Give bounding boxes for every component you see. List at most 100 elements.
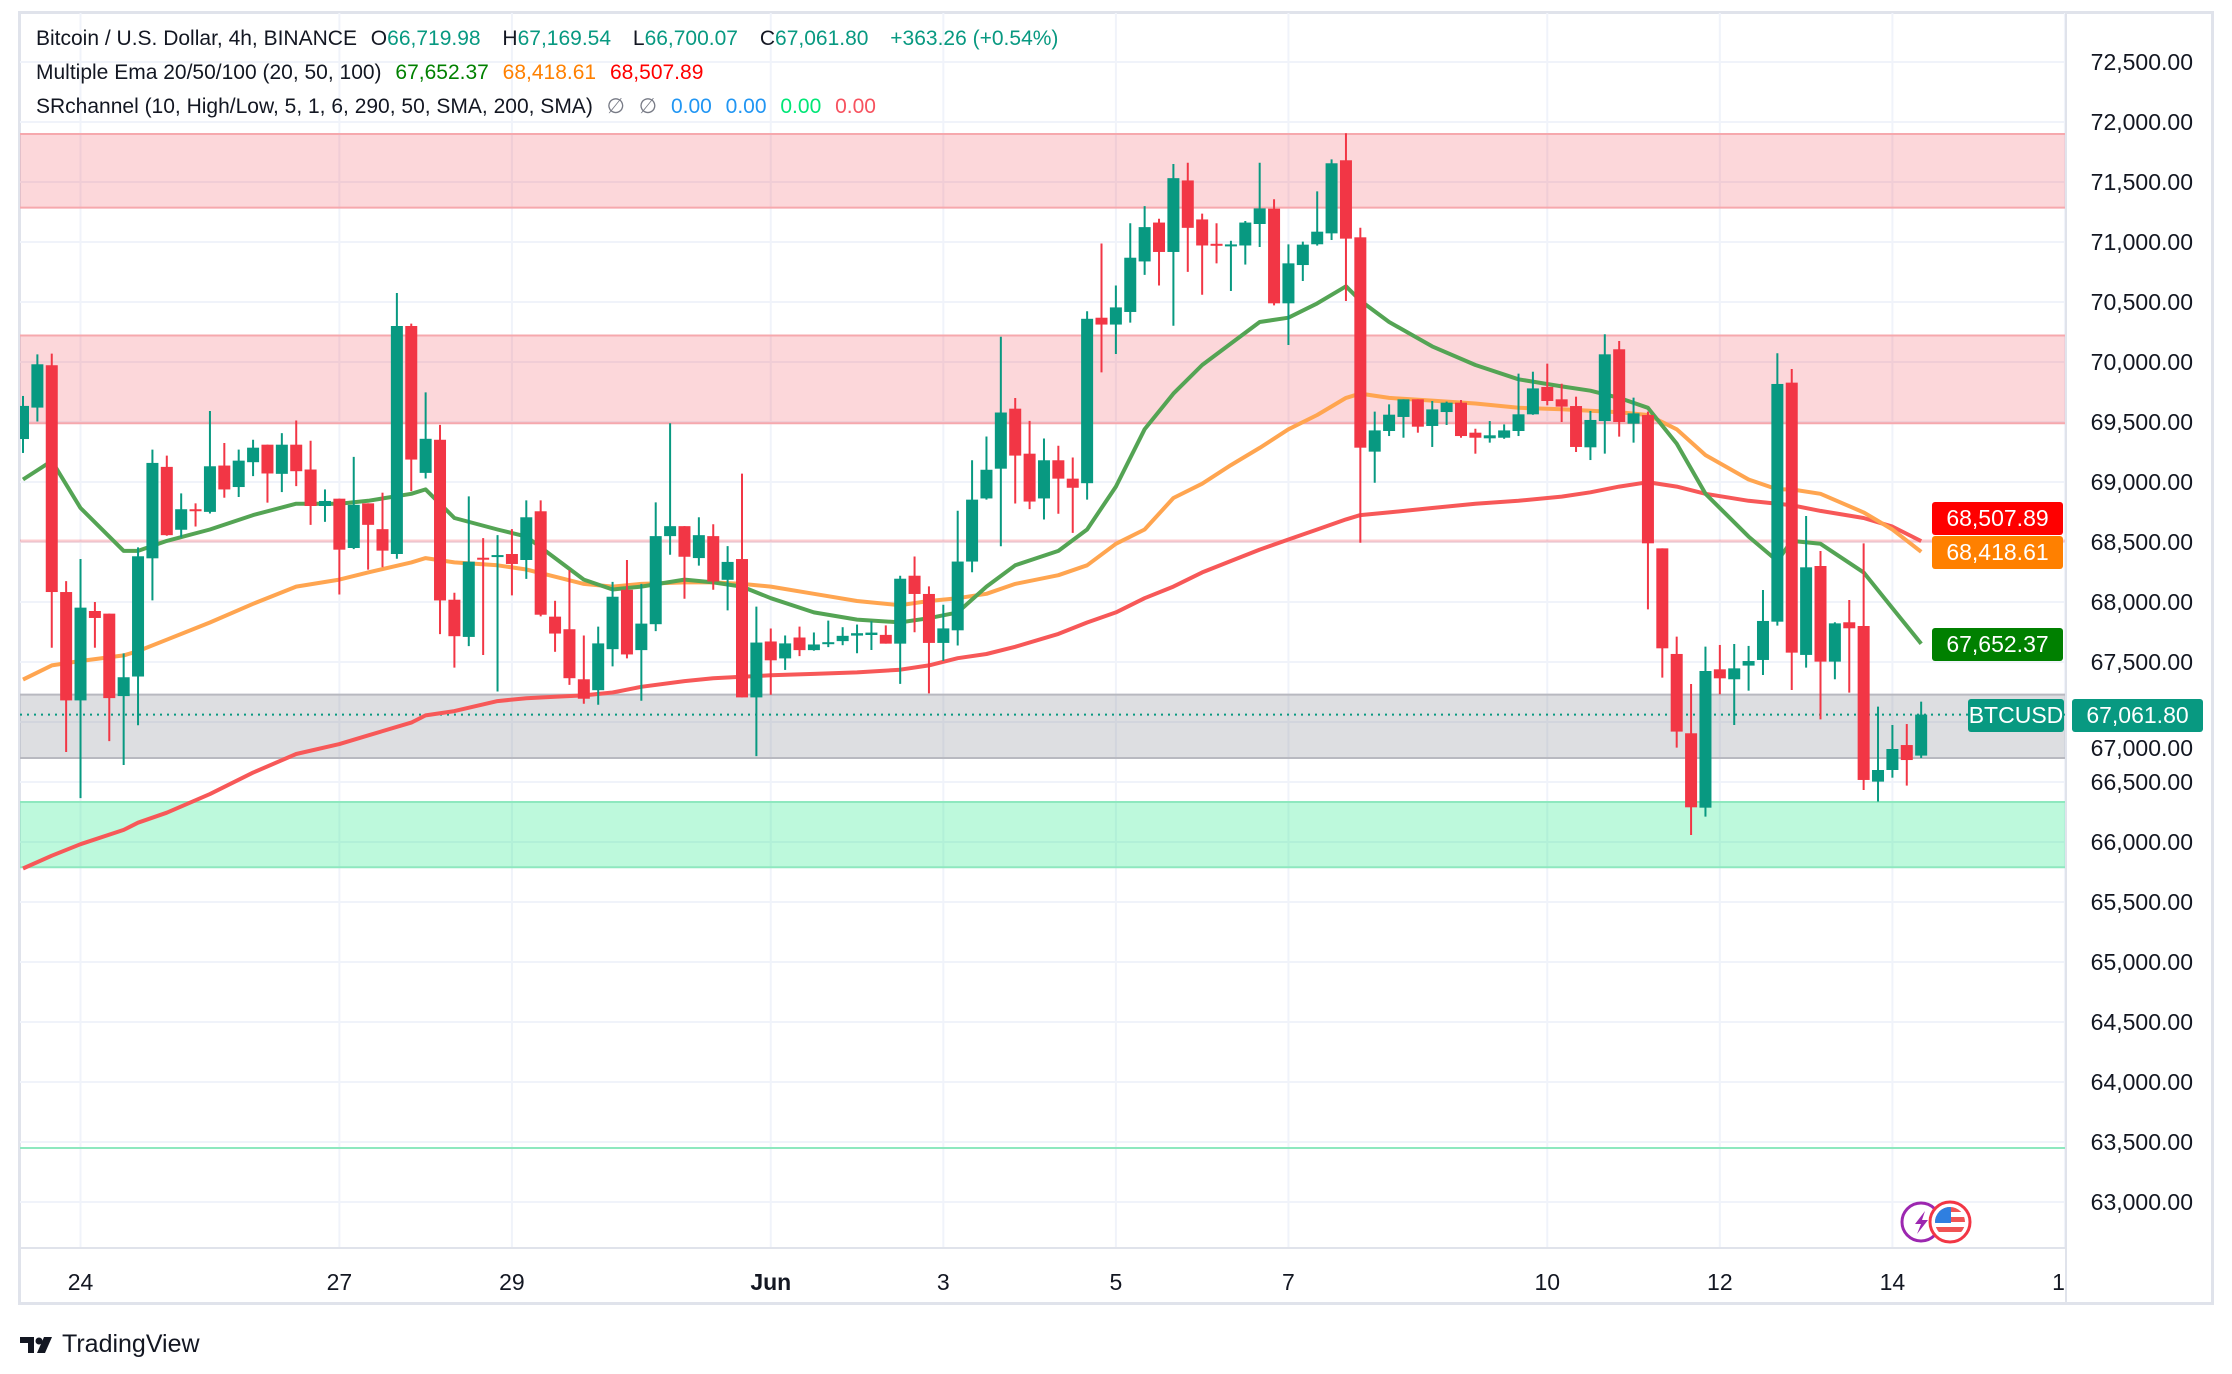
candle-down [1713,644,1726,695]
candle-up [1627,397,1640,443]
candle-body [736,559,748,698]
candle-body [390,326,403,554]
candle-body [1282,263,1295,304]
legend-symbol-row: Bitcoin / U.S. Dollar, 4h, BINANCE O66,7… [36,26,1066,52]
candle-up [1440,401,1453,425]
candle-up [606,581,619,667]
candle-body [1311,231,1324,245]
ema-line-ema100 [22,480,1923,871]
ema100-price-tag: 68,507.89 [1932,502,2063,535]
candle-body [1138,227,1151,262]
candle-down [290,420,303,487]
sr-zones [20,133,2066,1149]
candle-up [1483,421,1496,443]
time-tick-label: 16 [2052,1269,2078,1295]
candle-up [721,546,734,611]
candle-body [1368,430,1381,452]
candle-down [764,628,777,695]
candle-body [750,642,763,698]
candle-up [1109,285,1122,354]
ema100-value: 68,507.89 [609,61,704,84]
price-tick-label: 64,500.00 [2091,1009,2193,1035]
candle-body [1483,435,1496,439]
price-tick-label: 72,500.00 [2091,49,2193,75]
price-tick-label: 67,000.00 [2091,735,2193,761]
candle-body [1455,402,1467,437]
tradingview-logo[interactable]: TradingView [20,1330,200,1359]
candle-body [721,561,734,580]
candle-up [1081,311,1094,500]
candle-down [1066,457,1079,533]
candle-up [1253,162,1266,248]
price-tick-label: 70,500.00 [2091,289,2193,315]
srchannel-indicator-name[interactable]: SRchannel (10, High/Low, 5, 1, 6, 290, 5… [36,95,593,118]
candle-up [1239,221,1252,265]
candle-body [1153,222,1166,252]
candle-body [1814,566,1827,662]
price-tick-label: 65,000.00 [2091,949,2193,975]
candle-body [822,642,835,645]
candle-body [1239,222,1252,246]
candle-down [549,600,562,652]
candle-body [362,503,375,525]
candle-body [1196,219,1209,246]
candle-up [779,635,792,670]
candle-up [390,293,403,559]
candle-body [1023,453,1036,502]
ema20-price-tag: 67,652.37 [1932,628,2063,661]
candle-body [664,526,677,537]
candle-body [549,616,562,634]
price-tick-label: 67,500.00 [2091,649,2193,675]
sr-zone-support [20,802,2066,868]
high-label: H [502,27,518,50]
candle-down [1469,428,1482,454]
candle-up [822,620,835,648]
candle-body [577,679,590,699]
legend-ema-row[interactable]: Multiple Ema 20/50/100 (20, 50, 100) 67,… [36,60,711,86]
candle-down [1153,218,1166,286]
candle-body [74,607,87,701]
candle-body [879,634,892,644]
price-tick-label: 63,000.00 [2091,1189,2193,1215]
price-tick-label: 69,500.00 [2091,409,2193,435]
candle-body [376,529,389,551]
candle-body [966,499,979,562]
candle-down [1181,162,1194,272]
time-axis[interactable]: 24 27 29 Jun 3 5 7 10 12 14 16 [68,1269,2078,1295]
us-flag-icon[interactable] [1928,1200,1972,1244]
candle-up [275,433,288,493]
candle-up [146,449,159,601]
candle-down [1656,548,1669,678]
candle-body [836,635,849,642]
close-label: C [759,27,776,50]
candle-up [1124,223,1137,323]
candle-up [1512,373,1525,437]
candle-down [707,524,720,590]
candle-body [1857,626,1870,780]
candle-down [45,353,58,648]
candle-down [218,443,231,498]
candle-body [606,596,619,650]
candle-up [635,583,648,701]
ema-indicator-name[interactable]: Multiple Ema 20/50/100 (20, 50, 100) [36,61,382,84]
price-axis[interactable]: 63,000.00 63,500.00 64,000.00 64,500.00 65,0… [2091,49,2193,1215]
time-tick-label: 24 [68,1269,94,1295]
candle-body [1641,415,1654,544]
candle-body [1009,408,1022,456]
candle-body [232,460,245,488]
candle-body [764,641,777,661]
candle-body [1440,402,1453,413]
candle-up [175,493,188,538]
candle-body [275,444,288,474]
candle-body [1268,208,1281,304]
candle-down [736,473,748,698]
legend-srchannel-row[interactable]: SRchannel (10, High/Low, 5, 1, 6, 290, 5… [36,94,884,120]
plot-area[interactable] [17,133,2066,1149]
candle-up [592,626,605,705]
candle-body [333,498,346,550]
candle-body [563,629,576,679]
price-tick-label: 66,500.00 [2091,769,2193,795]
candle-body [1656,548,1669,649]
candle-down [405,323,418,492]
